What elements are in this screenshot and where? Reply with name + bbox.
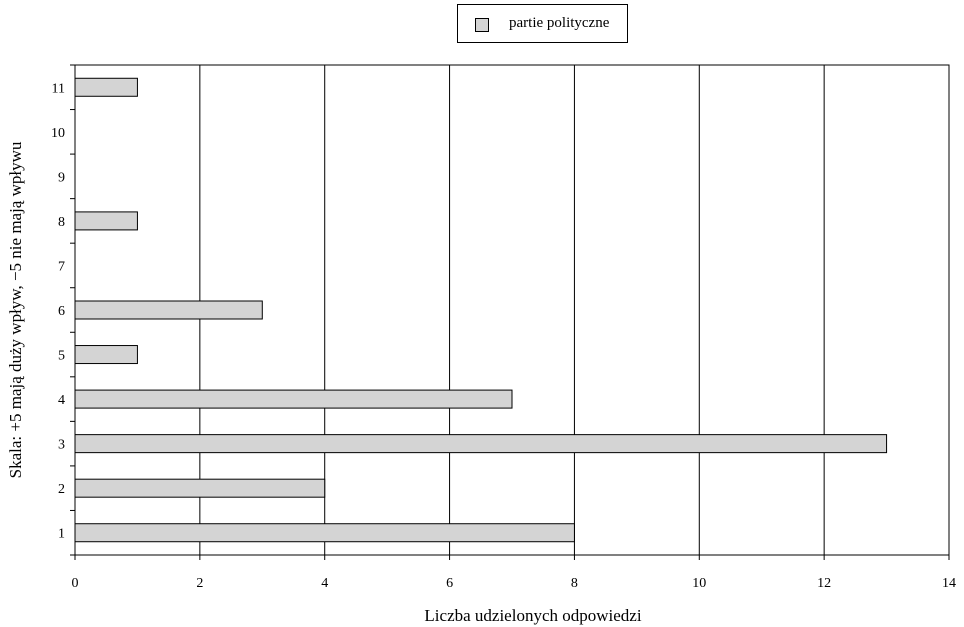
x-axis-title: Liczba udzielonych odpowiedzi (424, 606, 641, 625)
y-axis-ticks: 1 2 3 4 5 6 7 8 9 10 11 (51, 64, 75, 556)
y-tick-label: 3 (58, 438, 65, 453)
x-tick-label: 0 (72, 576, 79, 591)
y-tick-label: 7 (58, 259, 65, 274)
x-tick-label: 14 (942, 576, 956, 591)
x-tick-label: 12 (817, 576, 831, 591)
legend: partie polityczne (457, 4, 628, 43)
x-tick-label: 2 (196, 576, 203, 591)
y-tick-label: 8 (58, 215, 65, 230)
y-tick-label: 10 (51, 126, 65, 141)
bar-8 (74, 211, 138, 231)
legend-swatch (475, 18, 489, 32)
bar-3 (74, 434, 888, 454)
bar-2 (74, 478, 326, 498)
y-tick-label: 2 (58, 482, 65, 497)
bar-6 (74, 300, 263, 320)
y-axis-title: Skala: +5 mają duży wpływ, −5 nie mają w… (6, 141, 25, 478)
legend-label: partie polityczne (509, 15, 610, 31)
y-tick-label: 9 (58, 170, 65, 185)
x-tick-label: 4 (321, 576, 328, 591)
plot-area-border (74, 64, 950, 556)
y-tick-label: 5 (58, 349, 65, 364)
bars (74, 77, 888, 543)
y-tick-label: 6 (58, 304, 65, 319)
y-tick-label: 11 (52, 81, 65, 96)
x-tick-label: 10 (692, 576, 706, 591)
x-tick-label: 8 (571, 576, 578, 591)
bar-1 (74, 523, 575, 543)
bar-11 (74, 77, 138, 97)
x-tick-label: 6 (446, 576, 453, 591)
bar-4 (74, 389, 513, 409)
y-tick-label: 4 (58, 393, 65, 408)
x-axis-ticks: 0 2 4 6 8 10 12 14 (72, 555, 956, 591)
bar-5 (74, 345, 138, 365)
gridlines (199, 65, 825, 555)
y-tick-label: 1 (58, 527, 65, 542)
